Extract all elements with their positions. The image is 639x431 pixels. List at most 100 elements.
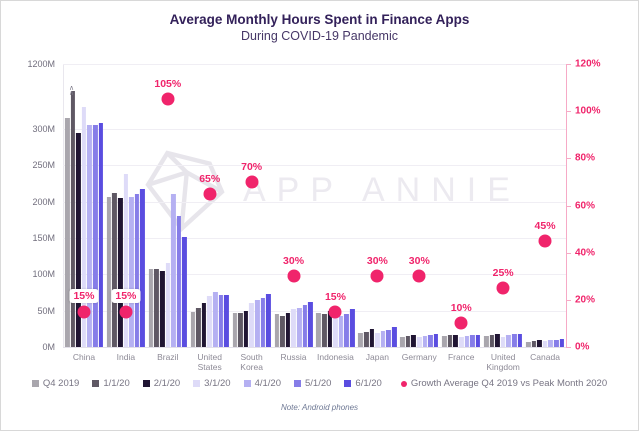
bar xyxy=(274,314,280,347)
bar xyxy=(302,304,308,347)
bars xyxy=(232,293,271,347)
gridline xyxy=(63,238,566,239)
growth-dot-label: 30% xyxy=(408,255,430,268)
bars xyxy=(190,291,229,347)
growth-dot-label: 30% xyxy=(283,255,305,268)
bar xyxy=(201,303,207,347)
legend-label: Q4 2019 xyxy=(42,378,80,389)
bar xyxy=(559,339,565,347)
bar-group-india: 15% xyxy=(105,64,147,347)
bar xyxy=(548,340,553,347)
left-axis-tick-label: 250M xyxy=(32,160,55,171)
growth-dot-label: 45% xyxy=(534,219,556,232)
category-label: South Korea xyxy=(240,352,263,373)
axis-break-icon: ∧ ∧ xyxy=(69,85,75,97)
bar xyxy=(148,269,154,347)
legend-label: 1/1/20 xyxy=(103,378,130,389)
bar xyxy=(159,271,165,347)
chart-title: Average Monthly Hours Spent in Finance A… xyxy=(169,12,470,27)
bar-group-france: 10% xyxy=(440,64,482,347)
bar xyxy=(112,192,117,347)
bar-group-south-korea: 70% xyxy=(231,64,273,347)
growth-dot xyxy=(287,269,301,283)
legend-swatch xyxy=(92,380,100,387)
legend-item: 1/1/20 xyxy=(92,378,130,389)
growth-dot-label: 30% xyxy=(366,255,388,268)
bar xyxy=(207,296,212,347)
growth-dot xyxy=(538,234,552,248)
bar xyxy=(327,311,333,347)
bars xyxy=(525,339,565,347)
gridline xyxy=(63,347,566,348)
right-axis-tick xyxy=(566,111,571,113)
bar xyxy=(117,198,123,347)
right-axis-tick xyxy=(566,299,571,301)
bar xyxy=(458,336,464,347)
growth-dot xyxy=(203,187,217,201)
bar xyxy=(266,293,271,347)
right-axis-tick xyxy=(566,347,571,348)
bar xyxy=(553,339,559,347)
bar xyxy=(400,336,405,347)
legend-item: 5/1/20 xyxy=(294,378,331,389)
bar xyxy=(349,309,355,347)
bars xyxy=(106,174,145,347)
left-axis-tick-label: 0M xyxy=(42,342,55,352)
category-label: United States xyxy=(197,352,222,373)
bar xyxy=(140,188,145,347)
plot-area: APP ANNIE 0M 50M 100M 150M 200M 250M 300M 1200M… xyxy=(27,59,600,373)
bar-group-russia: 30% xyxy=(273,64,315,347)
right-axis-tick-label: 40% xyxy=(575,247,596,259)
growth-dot xyxy=(119,305,133,319)
bar xyxy=(218,294,224,347)
growth-dot-label: 70% xyxy=(241,160,263,173)
bar-group-japan: 30% xyxy=(356,64,398,347)
bar xyxy=(405,336,411,347)
right-axis-tick xyxy=(566,205,571,207)
bar-group-indonesia: 15% xyxy=(315,64,357,347)
bar xyxy=(464,336,470,347)
right-axis-tick xyxy=(566,252,571,254)
footnote: Note: Android phones xyxy=(280,403,359,412)
category-label: Canada xyxy=(530,352,560,362)
bar xyxy=(391,327,397,347)
bar xyxy=(316,312,321,347)
growth-dot xyxy=(245,175,259,189)
bar xyxy=(386,329,391,347)
bar xyxy=(416,336,422,347)
bar xyxy=(470,335,475,347)
growth-dot-label: 15% xyxy=(111,288,141,303)
bar xyxy=(213,291,218,347)
legend-swatch xyxy=(193,380,201,387)
left-axis-tick-label: 150M xyxy=(32,233,55,243)
bar xyxy=(411,335,416,347)
bar xyxy=(243,310,249,347)
growth-dot xyxy=(370,269,384,283)
bar xyxy=(76,132,81,347)
legend-item: 3/1/20 xyxy=(193,378,231,389)
category-label: Brazil xyxy=(157,352,179,362)
bar xyxy=(422,336,428,347)
category-label: Japan xyxy=(365,352,389,362)
left-axis-tick-label: 200M xyxy=(32,196,55,207)
bar xyxy=(495,333,500,347)
right-axis-tick xyxy=(566,64,571,65)
bar-group-united-kingdom: 25% xyxy=(482,64,524,347)
bar xyxy=(484,336,489,347)
bar xyxy=(98,123,104,347)
bar-group-united-states: 65% xyxy=(189,64,231,347)
bars xyxy=(400,333,439,347)
growth-dot xyxy=(496,281,510,295)
gridline xyxy=(63,129,566,130)
right-axis-tick-label: 100% xyxy=(575,105,601,117)
legend-item: 2/1/20 xyxy=(142,378,180,389)
bar xyxy=(190,312,196,347)
legend-swatch xyxy=(243,380,251,387)
growth-dot-label: 65% xyxy=(199,172,221,185)
bar xyxy=(123,174,129,347)
growth-dot-label: 15% xyxy=(324,290,346,303)
legend-label: 3/1/20 xyxy=(204,378,231,389)
growth-dot-label: 105% xyxy=(154,78,182,91)
left-axis-line xyxy=(63,64,64,347)
